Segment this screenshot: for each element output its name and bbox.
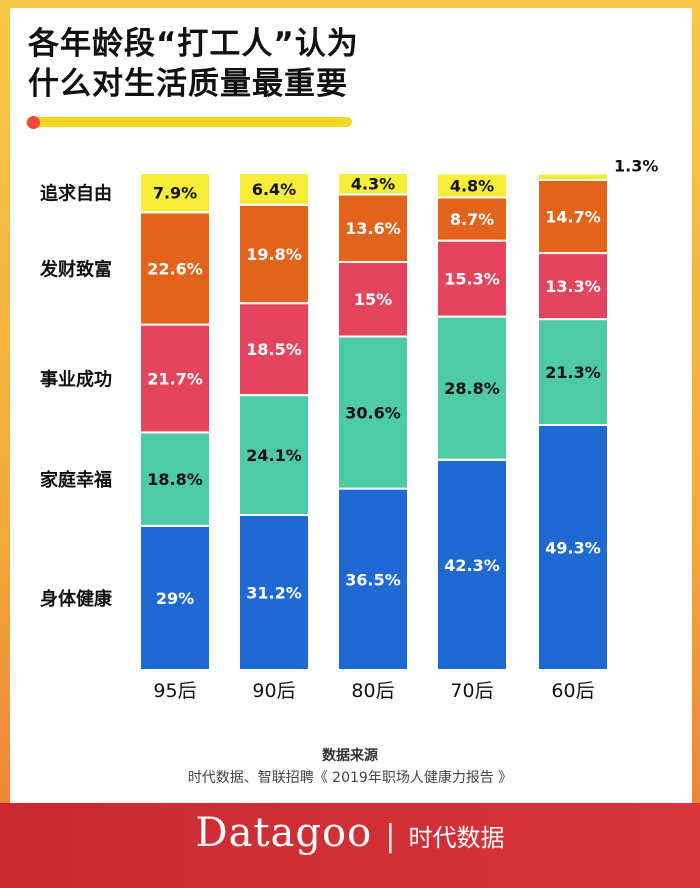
bar-segment: [436, 239, 508, 318]
bar-segment: [238, 172, 310, 206]
data-label: 24.1%: [246, 446, 302, 465]
title-underline-dot: [27, 116, 40, 129]
legend-label: 事业成功: [40, 369, 112, 391]
data-label: 18.8%: [147, 470, 203, 489]
x-tick-label: 95后: [153, 680, 196, 702]
brand-logo: Datagoo: [195, 810, 373, 856]
data-label: 18.5%: [246, 340, 302, 359]
bar-segment: [238, 513, 310, 672]
brand-name: 时代数据: [408, 824, 505, 852]
legend-label: 追求自由: [40, 183, 112, 205]
data-label: 15%: [354, 290, 392, 309]
source-text: 时代数据、智联招聘《 2019年职场人健康力报告 》: [187, 770, 513, 786]
x-tick-label: 90后: [252, 680, 295, 702]
data-label: 13.6%: [345, 219, 401, 238]
bar-segment: [537, 172, 609, 181]
data-label: 29%: [156, 589, 194, 608]
data-label: 19.8%: [246, 245, 302, 264]
data-label: 36.5%: [345, 570, 401, 589]
data-label: 15.3%: [444, 270, 500, 289]
legend-label: 身体健康: [40, 588, 113, 610]
bar-segment: [537, 424, 609, 671]
data-label: 22.6%: [147, 259, 203, 278]
chart-title: 各年龄段“打工人”认为 什么对生活质量最重要: [28, 24, 359, 104]
data-label: 31.2%: [246, 584, 302, 603]
chart-title-line-1: 各年龄段“打工人”认为: [28, 26, 359, 62]
bar-segment: [337, 261, 409, 338]
bar-segment: [436, 315, 508, 461]
bar-segment: [139, 431, 211, 527]
bar-segment: [436, 196, 508, 242]
data-label: 28.8%: [444, 379, 500, 398]
bar-segment: [139, 323, 211, 434]
data-label: 4.8%: [450, 176, 494, 195]
bar-segment: [436, 458, 508, 671]
bar-segment: [139, 211, 211, 326]
bar-segment: [337, 487, 409, 671]
bar-segment: [436, 172, 508, 199]
bar-segment: [139, 172, 211, 214]
x-tick-label: 70后: [450, 680, 493, 702]
bar-segment: [537, 252, 609, 321]
brand-block: Datagoo | 时代数据: [0, 810, 700, 856]
data-label: 1.3%: [614, 157, 658, 176]
legend-label: 家庭幸福: [40, 469, 112, 491]
x-tick-label: 60后: [551, 680, 594, 702]
data-label: 13.3%: [545, 277, 601, 296]
data-label: 4.3%: [351, 175, 395, 194]
bar-segment: [139, 524, 211, 672]
data-label: 7.9%: [153, 184, 197, 203]
bar-segment: [537, 318, 609, 427]
bar-segment: [337, 172, 409, 196]
brand-separator: |: [385, 819, 396, 854]
legend-label: 发财致富: [39, 258, 112, 280]
title-underline-bar: [26, 117, 352, 127]
bar-segment: [238, 203, 310, 305]
data-label: 8.7%: [450, 210, 494, 229]
data-label: 49.3%: [545, 539, 601, 558]
x-tick-label: 80后: [351, 680, 394, 702]
brand-band: [0, 803, 700, 888]
data-label: 30.6%: [345, 404, 401, 423]
data-label: 6.4%: [252, 180, 296, 199]
bar-segment: [238, 302, 310, 397]
bar-segment: [238, 394, 310, 517]
data-label: 14.7%: [545, 208, 601, 227]
bar-segment: [537, 179, 609, 255]
source-title: 数据来源: [322, 748, 378, 764]
chart-title-line-2: 什么对生活质量最重要: [28, 66, 348, 102]
data-label: 42.3%: [444, 556, 500, 575]
data-label: 21.7%: [147, 370, 203, 389]
data-label: 21.3%: [545, 363, 601, 382]
